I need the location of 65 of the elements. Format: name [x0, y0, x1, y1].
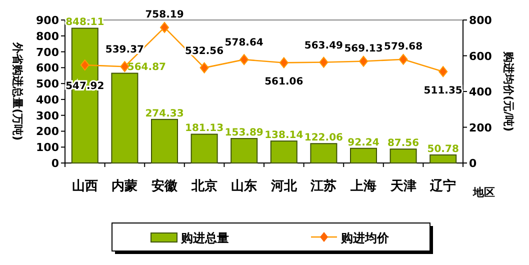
x-axis-title: 地区: [472, 186, 495, 199]
data-label: 511.35: [424, 86, 462, 97]
data-label: 181.13: [185, 123, 224, 134]
data-label: 274.33: [145, 108, 184, 120]
y-tick-label: 200: [36, 125, 60, 138]
x-tick-label: 江苏: [310, 179, 337, 194]
y-tick-label: 400: [36, 93, 60, 106]
y2-tick-label: 600: [469, 50, 492, 63]
legend-label: 购进均价: [340, 231, 390, 245]
point: [398, 54, 408, 65]
data-label: 92.24: [348, 137, 380, 148]
x-tick-label: 辽宁: [429, 178, 456, 194]
y2-tick-label: 0: [469, 157, 477, 170]
y-tick-label: 300: [36, 109, 60, 122]
y-tick-label: 700: [36, 46, 60, 59]
point: [319, 56, 328, 68]
x-tick-label: 山西: [72, 179, 98, 194]
bar: [270, 140, 298, 164]
data-label: 50.78: [427, 144, 459, 155]
bar: [310, 143, 338, 164]
x-tick-label: 安徽: [152, 178, 178, 194]
bar: [151, 118, 178, 164]
x-tick-label: 河北: [270, 179, 298, 194]
y-axis-title: 外省购进总量(万吨): [11, 41, 24, 141]
y2-tick-label: 200: [469, 121, 492, 134]
data-label: 848.11: [66, 17, 104, 28]
x-tick-label: 天津: [389, 179, 416, 194]
legend-label: 购进总量: [180, 231, 229, 245]
point: [279, 57, 288, 68]
x-tick-label: 内蒙: [112, 178, 138, 194]
x-tick-label: 山东: [231, 178, 258, 194]
bar: [230, 138, 258, 164]
point: [160, 22, 169, 33]
x-tick-label: 上海: [350, 179, 376, 194]
data-label: 561.06: [264, 76, 304, 88]
data-label: 564.87: [127, 62, 166, 74]
y-tick-label: 0: [51, 157, 60, 170]
y-tick-label: 800: [36, 30, 60, 43]
point: [438, 66, 448, 78]
data-label: 758.19: [145, 9, 184, 20]
bar: [430, 154, 457, 164]
point: [200, 62, 209, 74]
y2-axis-title: 购进均价(元/吨): [502, 50, 515, 132]
point: [359, 56, 368, 67]
data-label: 578.64: [224, 38, 264, 49]
bar: [111, 72, 138, 164]
data-label: 87.56: [387, 138, 420, 150]
y-tick-label: 500: [36, 78, 60, 91]
data-label: 122.06: [304, 132, 344, 144]
bar: [190, 134, 218, 164]
y2-tick-label: 800: [469, 14, 492, 27]
y-tick-label: 900: [36, 14, 60, 27]
y-tick-label: 600: [36, 62, 60, 75]
data-label: 153.89: [224, 128, 264, 139]
data-label: 138.14: [264, 130, 304, 142]
data-label: 563.49: [304, 40, 344, 52]
point: [80, 60, 90, 71]
y2-tick-label: 400: [469, 86, 492, 98]
point: [240, 54, 249, 66]
bar: [390, 148, 417, 164]
y-tick-label: 100: [36, 141, 60, 154]
data-label: 579.68: [384, 41, 423, 52]
data-label: 569.13: [344, 43, 383, 54]
x-tick-label: 北京: [190, 178, 218, 194]
bar: [350, 148, 377, 164]
